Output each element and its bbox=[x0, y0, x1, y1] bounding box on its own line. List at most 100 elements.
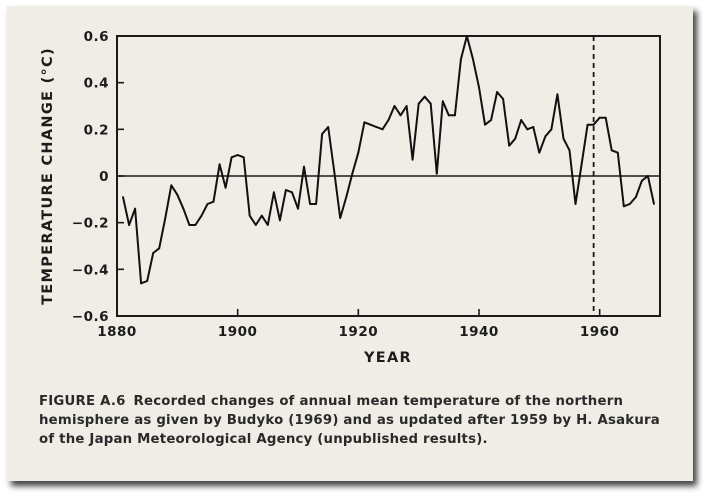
data-point bbox=[478, 86, 480, 89]
data-point bbox=[653, 203, 655, 205]
data-point bbox=[248, 214, 251, 217]
data-point bbox=[435, 172, 438, 175]
data-point bbox=[586, 123, 589, 126]
data-point bbox=[568, 149, 571, 152]
figure-caption-label: FIGURE A.6 bbox=[39, 394, 126, 409]
data-point bbox=[453, 114, 456, 117]
data-point bbox=[279, 219, 281, 222]
x-axis-ticks: 1880 1900 1920 1940 1960 bbox=[97, 309, 619, 340]
data-point bbox=[429, 102, 432, 105]
data-point bbox=[182, 207, 185, 210]
data-point bbox=[266, 224, 269, 226]
data-point bbox=[447, 114, 450, 117]
data-point bbox=[339, 217, 342, 219]
data-point bbox=[351, 172, 354, 175]
y-tick-label: 0.6 bbox=[84, 29, 109, 45]
data-point bbox=[526, 128, 529, 131]
data-point bbox=[170, 184, 173, 187]
data-point bbox=[466, 35, 468, 37]
y-tick-label: −0.6 bbox=[72, 309, 109, 325]
data-point bbox=[345, 196, 348, 198]
data-point bbox=[194, 224, 197, 226]
x-tick-label: 1940 bbox=[459, 324, 499, 340]
y-axis-label: TEMPERATURE CHANGE (°C) bbox=[40, 47, 56, 305]
data-point bbox=[490, 119, 492, 121]
y-tick-label: 0 bbox=[99, 169, 109, 185]
figure-caption: FIGURE A.6 Recorded changes of annual mea… bbox=[39, 392, 663, 449]
data-point bbox=[363, 121, 366, 124]
data-point bbox=[514, 137, 517, 140]
data-point bbox=[405, 105, 408, 107]
data-point bbox=[158, 247, 161, 250]
data-point bbox=[393, 105, 396, 107]
data-point bbox=[164, 217, 167, 219]
data-point bbox=[321, 133, 324, 135]
data-point bbox=[399, 114, 402, 117]
x-axis-label: YEAR bbox=[363, 350, 412, 366]
data-point bbox=[610, 149, 613, 152]
data-point bbox=[285, 189, 287, 191]
data-point bbox=[441, 100, 444, 103]
data-point bbox=[152, 252, 155, 254]
data-point bbox=[303, 165, 305, 168]
data-point bbox=[502, 98, 505, 100]
data-point bbox=[242, 156, 245, 159]
data-point bbox=[411, 158, 414, 161]
data-point bbox=[122, 196, 124, 198]
data-point bbox=[550, 128, 553, 131]
data-point bbox=[218, 163, 221, 166]
data-point bbox=[212, 200, 215, 203]
data-point bbox=[508, 144, 511, 147]
data-point bbox=[327, 126, 330, 128]
temperature-series-line bbox=[122, 35, 655, 285]
data-point bbox=[230, 156, 233, 159]
data-point bbox=[417, 102, 420, 105]
x-tick-label: 1960 bbox=[580, 324, 620, 340]
data-point bbox=[272, 191, 275, 194]
x-tick-label: 1920 bbox=[339, 324, 379, 340]
data-point bbox=[634, 196, 637, 198]
data-point bbox=[309, 203, 311, 205]
data-point bbox=[598, 116, 601, 119]
data-point bbox=[520, 119, 523, 121]
temperature-series-points bbox=[122, 35, 655, 285]
y-tick-label: −0.2 bbox=[72, 216, 109, 232]
y-tick-label: −0.4 bbox=[72, 262, 109, 278]
data-point bbox=[580, 163, 583, 166]
data-point bbox=[206, 203, 209, 205]
x-tick-label: 1880 bbox=[97, 324, 137, 340]
data-point bbox=[236, 154, 239, 156]
data-point bbox=[556, 93, 559, 96]
data-point bbox=[357, 151, 360, 154]
y-tick-label: 0.4 bbox=[84, 76, 109, 92]
data-point bbox=[260, 214, 263, 217]
data-point bbox=[134, 207, 136, 210]
data-point bbox=[496, 91, 498, 93]
data-point bbox=[460, 58, 462, 61]
data-point bbox=[224, 186, 227, 189]
data-point bbox=[200, 214, 203, 217]
data-point bbox=[472, 58, 474, 61]
data-point bbox=[484, 123, 486, 126]
x-tick-label: 1900 bbox=[218, 324, 258, 340]
data-point bbox=[628, 203, 631, 205]
data-point bbox=[647, 175, 649, 177]
data-point bbox=[641, 179, 643, 182]
data-point bbox=[381, 128, 384, 131]
data-point bbox=[423, 95, 426, 98]
data-point bbox=[315, 203, 317, 205]
data-point bbox=[297, 207, 299, 210]
data-point bbox=[592, 123, 595, 126]
figure-caption-text: Recorded changes of annual mean temperat… bbox=[39, 394, 660, 447]
data-point bbox=[188, 224, 191, 226]
data-point bbox=[146, 280, 149, 282]
data-point bbox=[574, 203, 577, 205]
data-point bbox=[387, 119, 390, 121]
data-point bbox=[375, 126, 378, 128]
data-point bbox=[616, 151, 619, 154]
data-point bbox=[128, 224, 130, 226]
data-point bbox=[369, 123, 372, 126]
data-point bbox=[333, 170, 336, 173]
data-point bbox=[176, 193, 179, 196]
data-point bbox=[562, 137, 565, 140]
